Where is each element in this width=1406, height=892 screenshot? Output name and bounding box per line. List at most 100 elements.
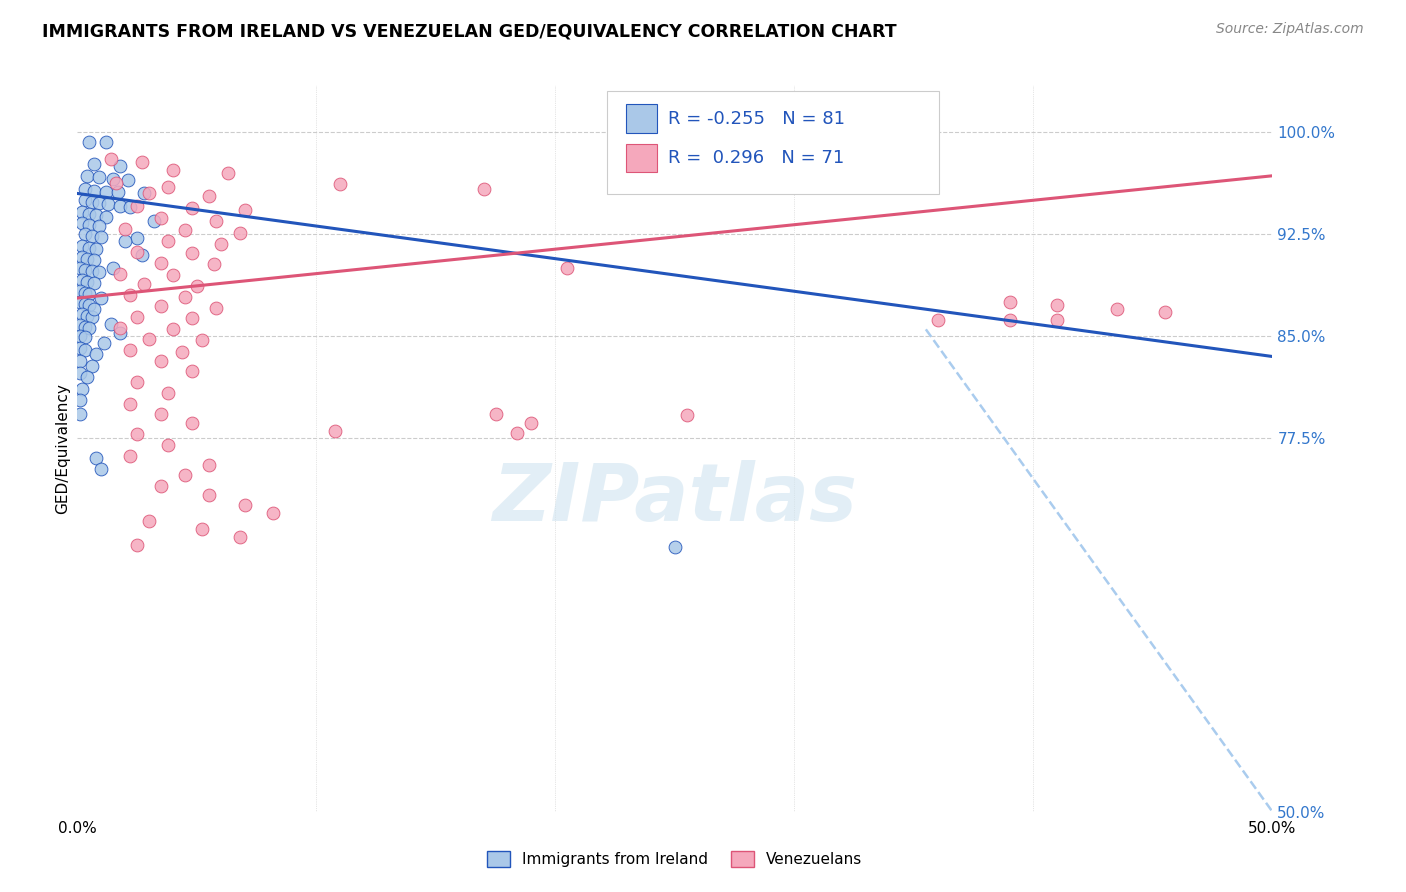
Point: [70, 205, 93, 219]
Point: [76, 370, 98, 384]
Point: [80, 310, 103, 324]
Point: [87, 219, 110, 233]
Point: [80, 194, 103, 209]
Point: [87, 196, 110, 211]
Point: [127, 427, 149, 442]
Point: [676, 408, 699, 422]
Point: [104, 176, 127, 190]
Point: [90, 462, 112, 476]
Point: [1046, 313, 1069, 327]
Point: [118, 288, 141, 302]
Point: [110, 267, 132, 281]
Point: [79, 321, 101, 335]
Point: [197, 488, 219, 502]
Point: [174, 467, 197, 482]
Point: [118, 343, 141, 357]
Point: [157, 386, 180, 401]
Point: [83, 276, 105, 290]
Point: [100, 153, 122, 167]
Point: [197, 458, 219, 473]
Point: [83, 156, 105, 170]
Point: [69, 342, 91, 356]
Point: [162, 268, 184, 282]
Point: [73, 296, 96, 310]
Point: [79, 298, 101, 312]
Text: Source: ZipAtlas.com: Source: ZipAtlas.com: [1216, 22, 1364, 37]
Point: [114, 234, 136, 248]
Point: [90, 291, 112, 305]
Point: [86, 347, 108, 361]
Point: [127, 310, 149, 324]
Point: [181, 311, 204, 326]
Point: [138, 514, 160, 528]
Point: [190, 333, 212, 347]
Point: [181, 246, 204, 260]
Point: [131, 247, 153, 261]
Point: [181, 202, 204, 216]
Point: [229, 226, 252, 240]
Point: [80, 228, 103, 243]
Point: [69, 295, 91, 310]
Point: [93, 335, 115, 350]
Point: [110, 159, 132, 173]
Point: [217, 166, 239, 180]
Point: [69, 329, 91, 343]
Point: [73, 182, 96, 196]
Point: [80, 359, 103, 373]
Point: [69, 353, 91, 368]
Point: [1274, 177, 1296, 191]
Point: [557, 261, 579, 276]
Point: [1107, 301, 1129, 316]
Point: [69, 407, 91, 421]
Point: [138, 332, 160, 346]
Point: [118, 200, 141, 214]
Point: [70, 216, 93, 230]
Point: [127, 199, 149, 213]
Point: [79, 207, 101, 221]
Point: [70, 382, 93, 396]
Point: [80, 264, 103, 278]
Point: [103, 171, 124, 186]
Point: [86, 208, 108, 222]
Point: [229, 530, 252, 544]
Point: [329, 177, 352, 191]
Point: [83, 301, 105, 316]
Point: [90, 230, 112, 244]
Point: [86, 242, 108, 256]
Point: [110, 199, 132, 213]
Point: [134, 277, 156, 292]
Point: [520, 416, 543, 430]
Point: [174, 290, 197, 304]
Point: [76, 275, 98, 289]
Point: [69, 366, 91, 380]
Point: [157, 438, 180, 452]
Point: [69, 392, 91, 407]
Point: [138, 186, 160, 201]
Point: [70, 250, 93, 264]
Point: [83, 253, 105, 268]
Point: [83, 184, 105, 198]
Point: [181, 364, 204, 378]
Point: [76, 309, 98, 323]
Point: [76, 169, 98, 183]
Point: [209, 236, 232, 251]
Text: IMMIGRANTS FROM IRELAND VS VENEZUELAN GED/EQUIVALENCY CORRELATION CHART: IMMIGRANTS FROM IRELAND VS VENEZUELAN GE…: [42, 22, 897, 40]
Point: [79, 241, 101, 255]
Point: [94, 135, 117, 149]
Text: ZIPatlas: ZIPatlas: [492, 460, 858, 538]
Point: [114, 221, 136, 235]
Point: [127, 538, 149, 552]
Point: [174, 223, 197, 237]
Point: [107, 185, 129, 199]
Point: [79, 218, 101, 232]
Point: [94, 210, 117, 224]
Point: [127, 244, 149, 259]
Point: [157, 179, 180, 194]
Point: [998, 295, 1021, 310]
Point: [79, 287, 101, 301]
Point: [1046, 298, 1069, 312]
Point: [79, 135, 101, 149]
Point: [127, 231, 149, 245]
Point: [150, 256, 173, 270]
Point: [87, 170, 110, 185]
